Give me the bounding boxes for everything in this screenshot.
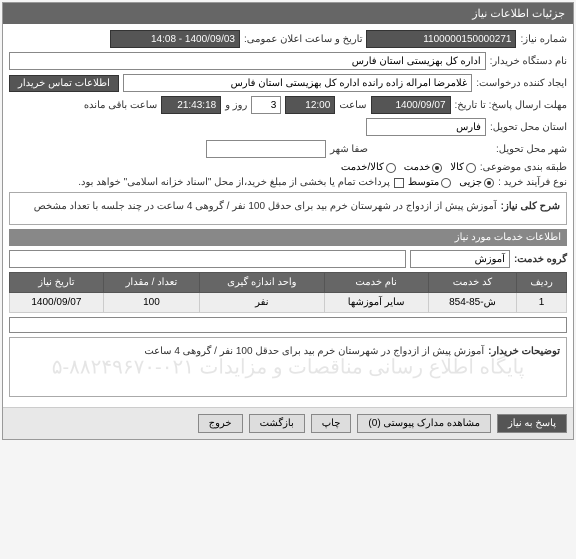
remain-label: ساعت باقی مانده: [84, 100, 157, 111]
city-sub-label: صفا شهر: [330, 144, 368, 155]
subject-type-label: طبقه بندی موضوعی:: [480, 162, 567, 173]
days-label: روز و: [225, 100, 247, 111]
col-code: کد خدمت: [428, 273, 516, 293]
remain-time-field: 21:43:18: [161, 96, 221, 114]
buyer-org-label: نام دستگاه خریدار:: [490, 56, 567, 67]
radio-kala-khedmat[interactable]: [386, 163, 396, 173]
main-panel: جزئیات اطلاعات نیاز شماره نیاز: 11000001…: [2, 2, 574, 440]
radio-khedmat[interactable]: [432, 163, 442, 173]
col-qty: تعداد / مقدار: [103, 273, 199, 293]
radio-jozei[interactable]: [484, 178, 494, 188]
exit-button[interactable]: خروج: [198, 414, 243, 433]
subject-radio-group: کالا خدمت کالا/خدمت: [341, 162, 476, 173]
announce-label: تاریخ و ساعت اعلان عمومی:: [244, 34, 363, 45]
group-extra-input[interactable]: [9, 250, 406, 268]
creator-label: ایجاد کننده درخواست:: [476, 78, 567, 89]
table-row: 1 ش-85-854 سایر آموزشها نفر 100 1400/09/…: [10, 293, 567, 313]
col-name: نام خدمت: [324, 273, 428, 293]
time-label-1: ساعت: [339, 100, 366, 111]
col-unit: واحد اندازه گیری: [200, 273, 324, 293]
group-label: گروه خدمت:: [514, 254, 567, 265]
back-button[interactable]: بازگشت: [249, 414, 305, 433]
attachments-button[interactable]: مشاهده مدارک پیوستی (0): [357, 414, 491, 433]
payment-note: پرداخت تمام یا بخشی از مبلغ خرید،از محل …: [78, 177, 390, 188]
creator-field: غلامرضا امراله زاده رانده اداره کل بهزیس…: [123, 74, 472, 92]
need-no-label: شماره نیاز:: [520, 34, 567, 45]
buyer-org-field: اداره کل بهزیستی استان فارس: [9, 52, 486, 70]
radio-motevaset[interactable]: [441, 178, 451, 188]
province-label: استان محل تحویل:: [490, 122, 567, 133]
col-date: تاریخ نیاز: [10, 273, 104, 293]
radio-kala[interactable]: [466, 163, 476, 173]
respond-button[interactable]: پاسخ به نیاز: [497, 414, 567, 433]
footer-buttons: پاسخ به نیاز مشاهده مدارک پیوستی (0) چاپ…: [3, 407, 573, 439]
buyer-note-label: توضیحات خریدار:: [488, 346, 560, 357]
buyer-note-box: توضیحات خریدار: آموزش پیش از ازدواج در ش…: [9, 337, 567, 397]
desc-label: شرح کلی نیاز:: [501, 201, 560, 212]
days-field: 3: [251, 96, 281, 114]
contact-button[interactable]: اطلاعات تماس خریدار: [9, 75, 119, 92]
need-no-field: 1100000150000271: [366, 30, 516, 48]
blank-input[interactable]: [9, 317, 567, 333]
form-body: شماره نیاز: 1100000150000271 تاریخ و ساع…: [3, 24, 573, 407]
deadline-time-field: 12:00: [285, 96, 335, 114]
process-radio-group: جزیی متوسط: [408, 177, 494, 188]
announce-field: 1400/09/03 - 14:08: [110, 30, 240, 48]
services-header: اطلاعات خدمات مورد نیاز: [9, 229, 567, 246]
group-field: آموزش: [410, 250, 510, 268]
province-field: فارس: [366, 118, 486, 136]
services-table: ردیف کد خدمت نام خدمت واحد اندازه گیری ت…: [9, 272, 567, 313]
city-field: [206, 140, 326, 158]
buyer-note-text: آموزش پیش از ازدواج در شهرستان خرم بید ب…: [16, 344, 484, 359]
deadline-date-field: 1400/09/07: [371, 96, 451, 114]
process-label: نوع فرآیند خرید :: [498, 177, 567, 188]
deadline-label: مهلت ارسال پاسخ: تا تاریخ:: [455, 100, 567, 111]
print-button[interactable]: چاپ: [311, 414, 352, 433]
city-label: شهر محل تحویل:: [496, 144, 567, 155]
desc-text: آموزش پیش از ازدواج در شهرستان خرم بید ب…: [16, 199, 497, 214]
col-row: ردیف: [517, 273, 567, 293]
description-box: شرح کلی نیاز: آموزش پیش از ازدواج در شهر…: [9, 192, 567, 225]
payment-checkbox[interactable]: [394, 178, 404, 188]
panel-title: جزئیات اطلاعات نیاز: [3, 3, 573, 24]
